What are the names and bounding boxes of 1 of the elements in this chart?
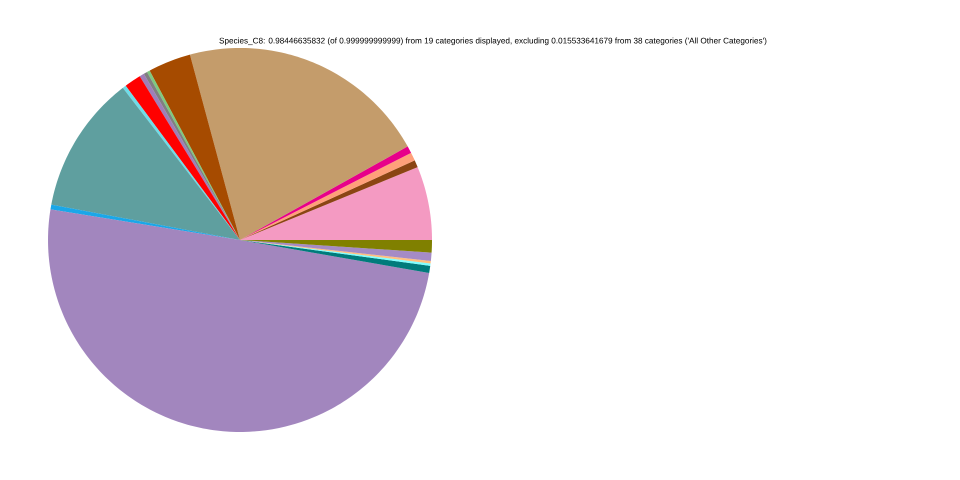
text: Species_C8: 0.98446635832 (of 0.999999999999) from 19 categories displayed, excluding 0.015533641679 from 38 categories ('All Other Categories')	[219, 38, 766, 46]
